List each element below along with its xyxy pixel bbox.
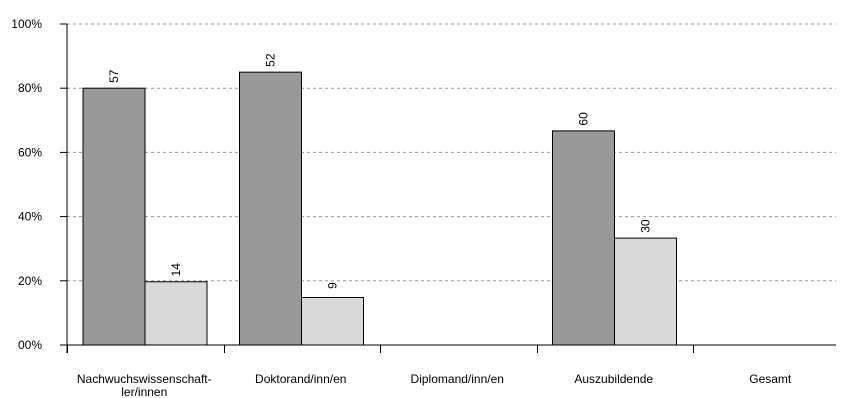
y-tick-label: 40% (18, 210, 42, 224)
data-label: 52 (264, 53, 278, 67)
data-label: 30 (639, 219, 653, 233)
y-tick-label: 60% (18, 145, 42, 159)
category-label: Gesamt (749, 372, 792, 386)
y-tick-label: 80% (18, 81, 42, 95)
category-label: Doktorand/inn/en (255, 372, 346, 386)
bar (614, 237, 677, 346)
bar (144, 281, 208, 346)
y-tick-label: 100% (11, 17, 42, 31)
axes (60, 23, 836, 353)
category-label: Auszubildende (574, 372, 653, 386)
category-label: Nachwuchswissenschaft-ler/innen (77, 372, 212, 398)
data-label: 9 (326, 282, 340, 289)
y-tick-label: 00% (18, 338, 42, 352)
bar (301, 296, 364, 346)
category-label: Diplomand/inn/en (411, 372, 504, 386)
data-label: 57 (107, 69, 121, 83)
labels: 00% 20% 40% 60% 80% 100% 57 14 Nachwuchswissensc… (11, 17, 792, 398)
bar (552, 130, 615, 346)
grid-lines (67, 23, 836, 282)
bar (82, 87, 146, 346)
bar (239, 71, 302, 346)
y-tick-label: 20% (18, 274, 42, 288)
bars (82, 71, 677, 346)
data-label: 60 (577, 112, 591, 126)
data-label: 14 (169, 263, 183, 277)
